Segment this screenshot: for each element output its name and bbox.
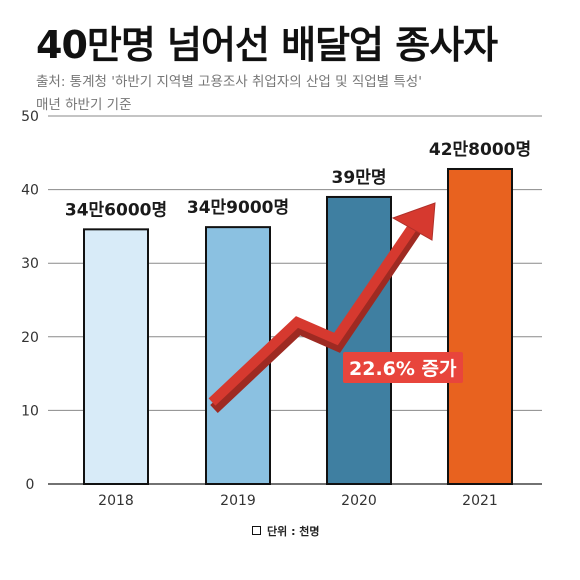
growth-annotation: 22.6% 증가 <box>343 352 463 383</box>
y-tick-label: 40 <box>21 183 39 199</box>
x-tick-label: 2019 <box>220 493 256 509</box>
data-label-2018: 34만6000명 <box>65 200 167 220</box>
x-tick-label: 2020 <box>341 493 377 509</box>
bar-2018 <box>83 228 149 485</box>
basis-note: 매년 하반기 기준 <box>36 97 132 113</box>
unit-square-icon <box>252 526 261 535</box>
y-tick-label: 10 <box>21 403 39 419</box>
unit-legend: 단위 : 천명 <box>252 523 320 539</box>
unit-label: 단위 : 천명 <box>267 525 320 538</box>
trend-arrow-body <box>208 216 423 406</box>
x-tick-label: 2018 <box>98 493 134 509</box>
y-tick-label: 30 <box>21 256 39 272</box>
source-note: 출처: 통계청 '하반기 지역별 고용조사 취업자의 산업 및 직업별 특성' <box>36 74 422 90</box>
chart-title: 40만명 넘어선 배달업 종사자 <box>36 23 498 67</box>
labels: 0 10 20 30 40 50 34만6000명 2018 34만9000명 2019 39만명 2… <box>21 109 531 509</box>
bar-2021 <box>447 167 513 485</box>
data-label-2020: 39만명 <box>332 168 387 188</box>
trend-arrow-shadow <box>210 215 429 414</box>
trend-arrow-head <box>391 202 436 241</box>
data-label-2021: 42만8000명 <box>429 140 531 160</box>
y-tick-label: 20 <box>21 330 39 346</box>
trend-arrow <box>208 202 436 414</box>
x-tick-label: 2021 <box>462 493 498 509</box>
y-tick-label: 50 <box>21 109 39 125</box>
y-tick-label: 0 <box>26 477 35 493</box>
bars <box>83 167 513 486</box>
data-label-2019: 34만9000명 <box>187 198 289 218</box>
